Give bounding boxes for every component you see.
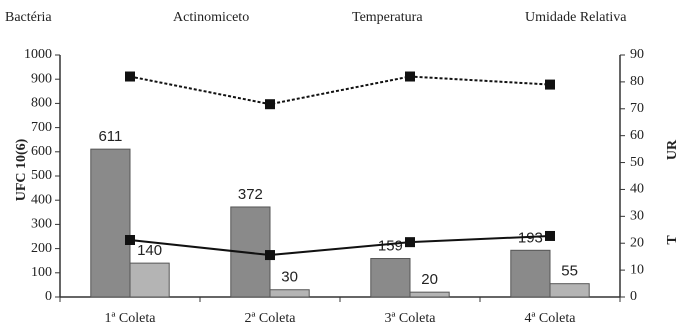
y2-tick-label: 30	[630, 209, 644, 224]
line	[129, 75, 551, 106]
y2-axis-label: UR	[665, 139, 680, 160]
data-label: 611	[98, 128, 122, 145]
data-label: 55	[561, 263, 578, 280]
y-tick-label: 200	[31, 241, 52, 256]
y2-axis-label: T	[665, 235, 680, 245]
line-marker	[545, 230, 555, 241]
y-tick-label: 700	[31, 120, 52, 135]
line-marker	[265, 99, 275, 110]
y2-tick-label: 50	[630, 155, 644, 170]
y-tick-label: 0	[45, 289, 52, 304]
bar	[129, 262, 170, 298]
x-tick-label: 1ª Coleta	[105, 311, 157, 326]
y-tick-label: 100	[31, 265, 52, 280]
y-axis-label: UFC 10(6)	[14, 138, 29, 201]
y-tick-label: 800	[31, 96, 52, 111]
data-label: 159	[378, 237, 403, 254]
line-marker	[545, 79, 555, 90]
line-marker	[405, 71, 415, 82]
data-label: 20	[421, 271, 438, 288]
data-label: 30	[281, 269, 298, 286]
x-tick-label: 3ª Coleta	[385, 311, 437, 326]
y2-tick-label: 40	[630, 182, 644, 197]
y-tick-label: 600	[31, 144, 52, 159]
y2-tick-label: 60	[630, 128, 644, 143]
legend-entry: Umidade Relativa	[525, 10, 627, 25]
line-marker	[125, 234, 135, 245]
bar	[269, 289, 310, 298]
line-marker	[125, 71, 135, 82]
line-marker	[405, 237, 415, 248]
y-tick-label: 1000	[24, 47, 52, 62]
bar	[409, 291, 450, 298]
line-marker	[265, 250, 275, 261]
y-tick-label: 900	[31, 71, 52, 86]
bar	[90, 148, 131, 298]
y-tick-label: 300	[31, 217, 52, 232]
x-tick-label: 2ª Coleta	[245, 311, 297, 326]
y2-tick-label: 20	[630, 235, 644, 250]
y2-tick-label: 90	[630, 47, 644, 62]
legend-entry: Bactéria	[5, 10, 52, 25]
bar	[549, 283, 590, 298]
bar	[510, 249, 551, 298]
y2-tick-label: 70	[630, 101, 644, 116]
data-label: 372	[238, 186, 263, 203]
y2-tick-label: 0	[630, 289, 637, 304]
data-label: 140	[137, 242, 162, 259]
legend-entry: Actinomiceto	[173, 10, 249, 25]
y-tick-label: 500	[31, 168, 52, 183]
y2-tick-label: 80	[630, 74, 644, 89]
line	[129, 234, 551, 257]
y-tick-label: 400	[31, 192, 52, 207]
y2-tick-label: 10	[630, 262, 644, 277]
legend-entry: Temperatura	[352, 10, 423, 25]
x-tick-label: 4ª Coleta	[525, 311, 577, 326]
bar	[370, 258, 411, 298]
